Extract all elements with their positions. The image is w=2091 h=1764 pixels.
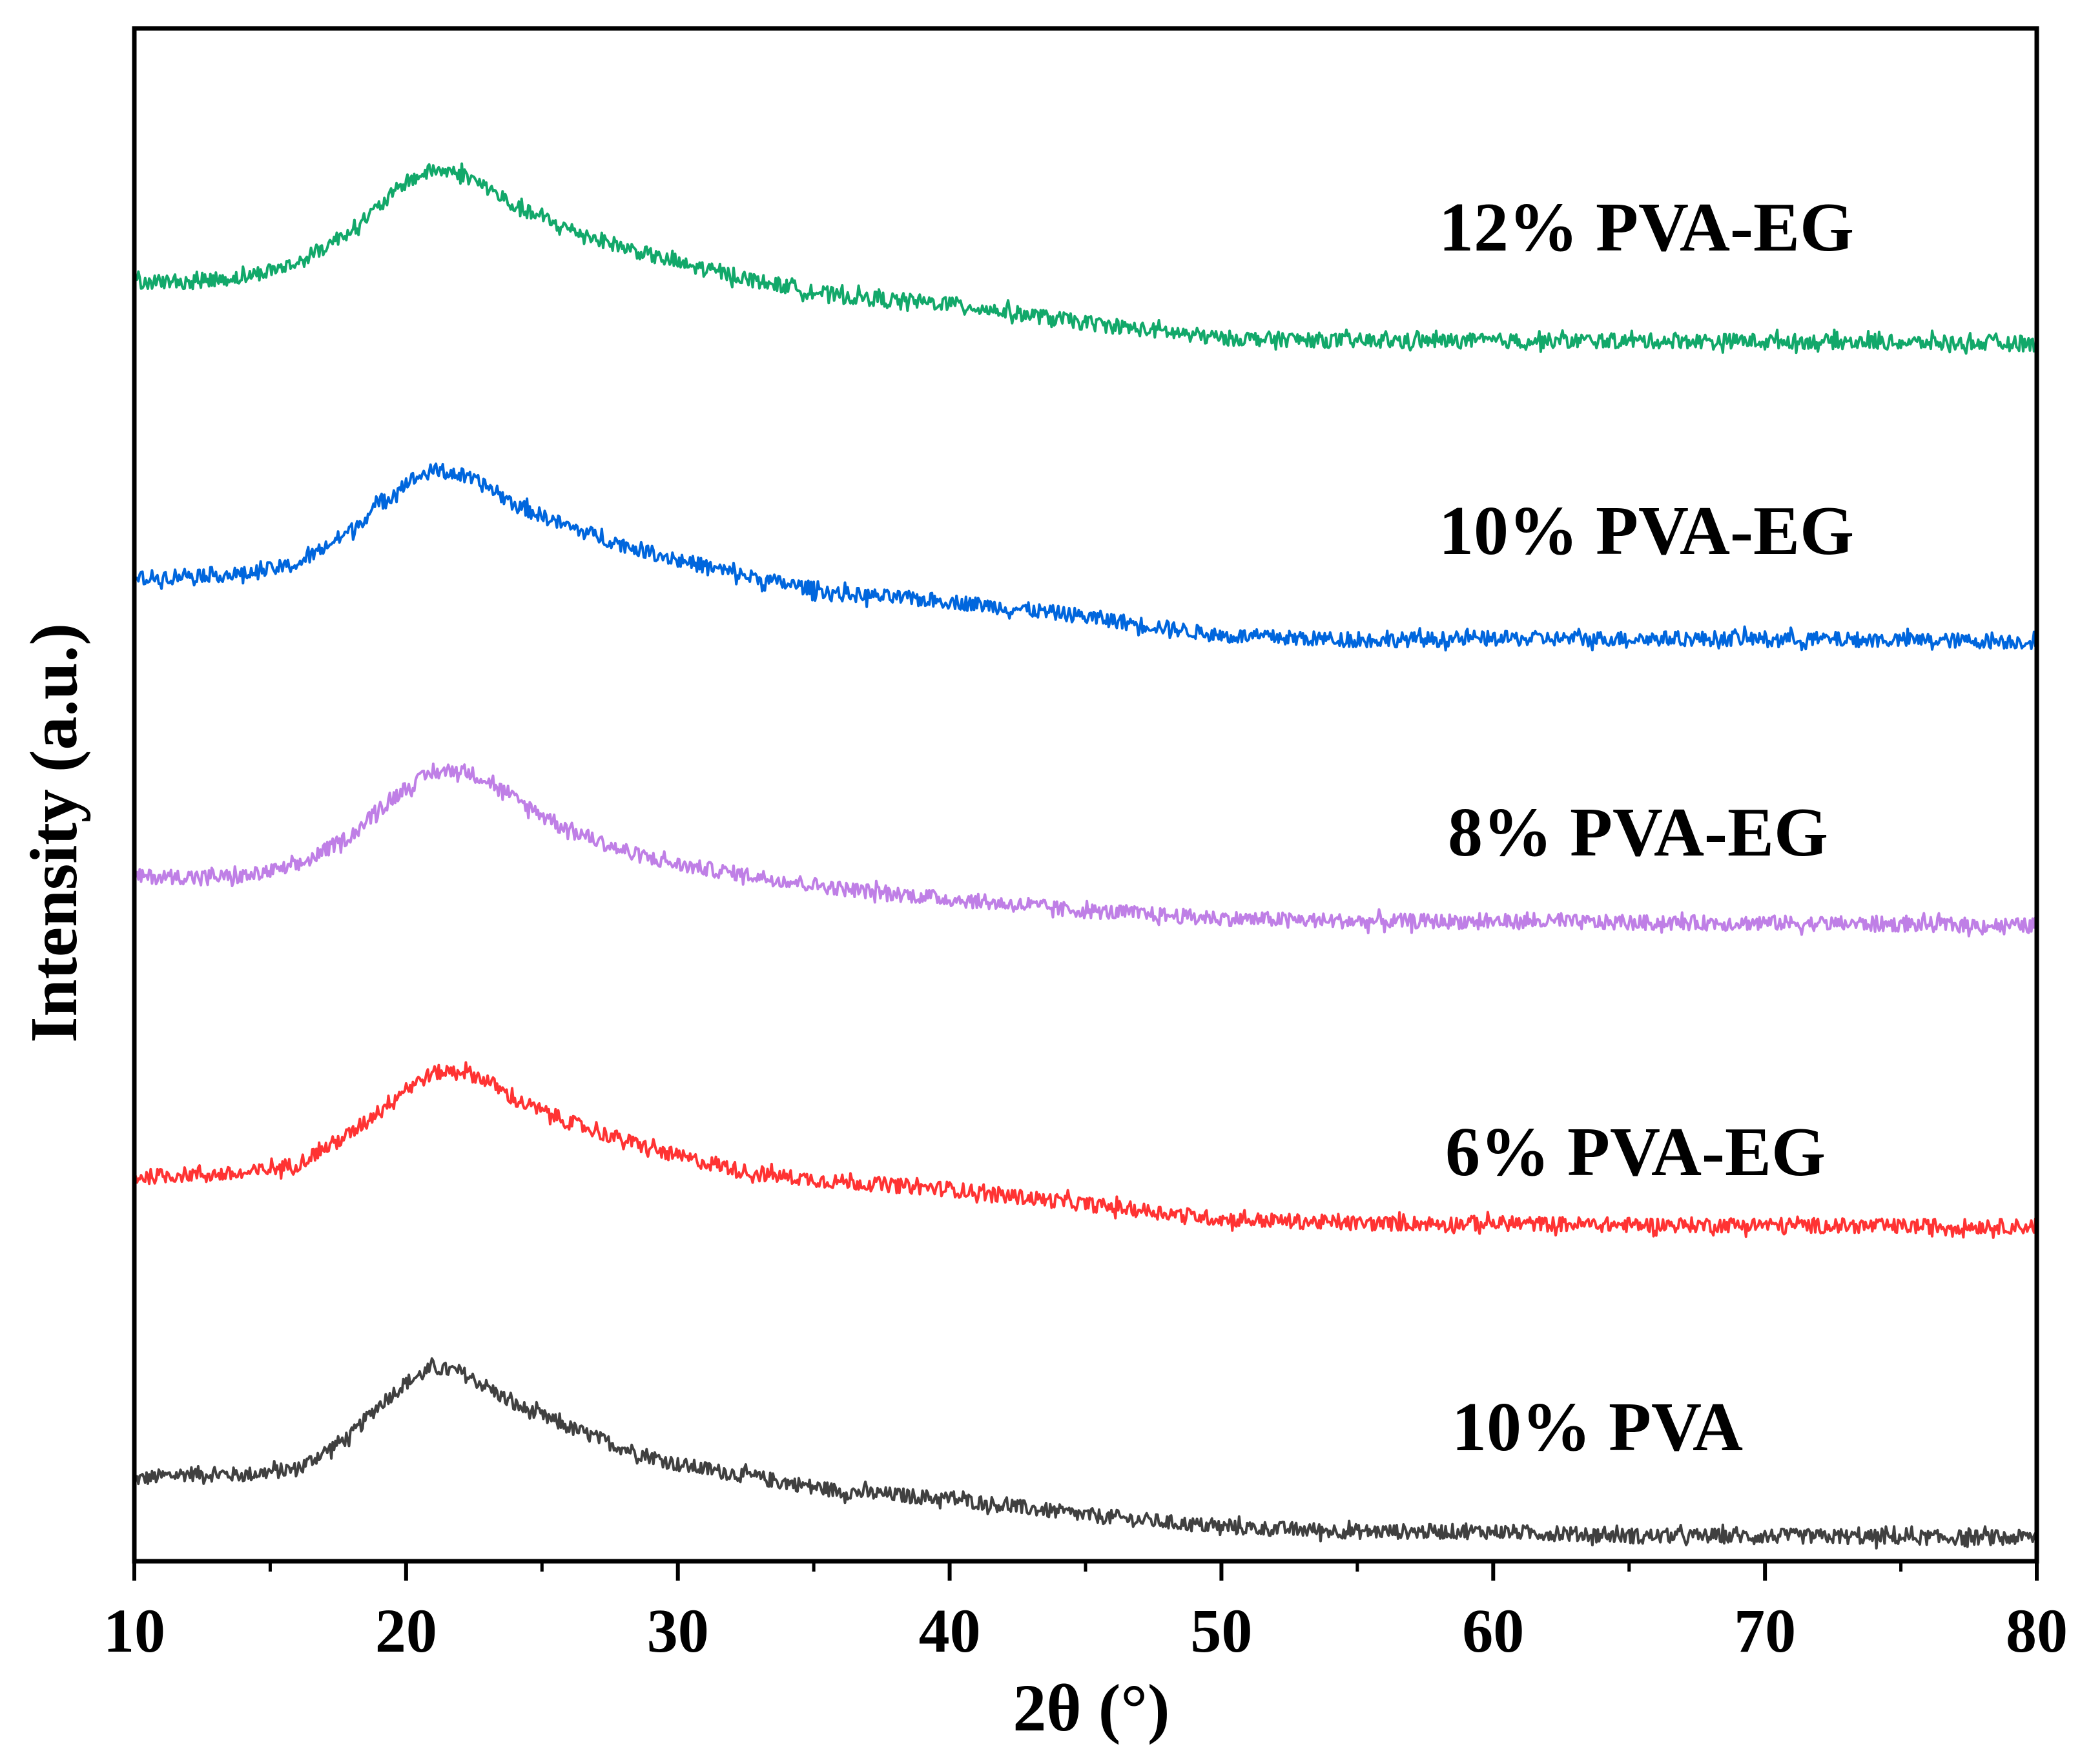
x-tick-label: 10 <box>103 1596 165 1665</box>
series-line-10-pva <box>133 1357 2038 1550</box>
x-axis-title: 2θ (°) <box>1013 1671 1169 1745</box>
series-label-10pct-pva: 10% PVA <box>1452 1389 1743 1466</box>
series-label-12pct-pva-eg: 12% PVA-EG <box>1439 189 1854 266</box>
series-line-6-pva-eg <box>133 1061 2038 1239</box>
x-tick-label: 50 <box>1190 1596 1252 1665</box>
series-label-10pct-pva-eg: 10% PVA-EG <box>1439 493 1854 569</box>
series-label-6pct-pva-eg: 6% PVA-EG <box>1445 1114 1826 1191</box>
x-tick-label: 20 <box>375 1596 437 1665</box>
series-line-8-pva-eg <box>133 763 2038 938</box>
x-tick-label: 80 <box>2006 1596 2068 1665</box>
x-tick-label: 70 <box>1734 1596 1796 1665</box>
x-tick-label: 60 <box>1462 1596 1524 1665</box>
series-line-12-pva-eg <box>133 162 2038 355</box>
series-labels: 12% PVA-EG 10% PVA-EG 8% PVA-EG 6% PVA-E… <box>1439 189 1854 1466</box>
x-tick-label: 40 <box>919 1596 981 1665</box>
x-axis-ticks: 10 20 30 40 50 60 70 80 <box>103 1561 2068 1665</box>
x-tick-label: 30 <box>647 1596 709 1665</box>
series-layer <box>133 162 2038 1550</box>
series-label-8pct-pva-eg: 8% PVA-EG <box>1448 794 1828 871</box>
y-axis-title: Intensity (a.u.) <box>17 623 91 1043</box>
series-line-10-pva-eg <box>133 462 2038 651</box>
